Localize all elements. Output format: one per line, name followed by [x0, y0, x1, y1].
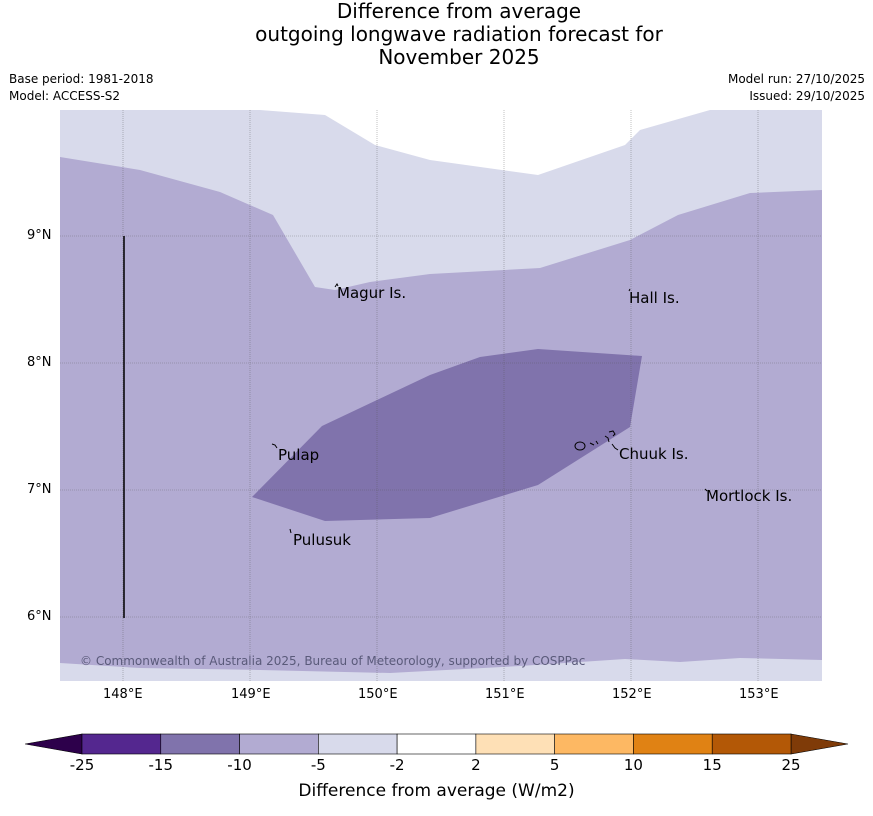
place-pulusuk: Pulusuk — [293, 531, 351, 549]
colorbar-over-arrow — [790, 733, 849, 755]
title-line-2: outgoing longwave radiation forecast for — [255, 22, 663, 46]
colorbar-tick-label: -10 — [227, 756, 252, 774]
hall-island-marker — [628, 288, 631, 292]
map-grid — [60, 110, 822, 681]
magur-island-marker — [334, 283, 339, 288]
copyright-notice: © Commonwealth of Australia 2025, Bureau… — [80, 654, 586, 668]
colorbar-segment — [239, 733, 319, 755]
colorbar-tick-label: -15 — [148, 756, 174, 774]
colorbar-segment — [554, 733, 634, 755]
colorbar-segment — [711, 733, 792, 755]
meta-left: Base period: 1981-2018 Model: ACCESS-S2 — [9, 71, 154, 105]
place-magur: Magur Is. — [337, 284, 407, 302]
lat-tick-6n: 6°N — [27, 609, 52, 624]
region-near-average — [260, 110, 710, 175]
colorbar-segments — [81, 733, 792, 755]
colorbar-segment — [475, 733, 555, 755]
model-name: Model: ACCESS-S2 — [9, 89, 121, 103]
pulusuk-island-marker — [289, 528, 292, 534]
colorbar-segment — [633, 733, 713, 755]
title-line-3: November 2025 — [378, 45, 540, 69]
region-dark-band — [252, 349, 642, 521]
colorbar — [25, 733, 849, 755]
colorbar-tick-label: 10 — [623, 756, 643, 774]
colorbar-tick-label: -5 — [310, 756, 326, 774]
lon-tick-153e: 153°E — [739, 687, 779, 702]
colorbar-tick-label: 5 — [549, 756, 560, 774]
colorbar-tick-label: 2 — [471, 756, 481, 774]
map-plot — [60, 110, 822, 681]
island-markers — [271, 283, 708, 534]
place-chuuk: Chuuk Is. — [619, 445, 689, 463]
issued-date: Issued: 29/10/2025 — [749, 89, 865, 103]
place-mortlock: Mortlock Is. — [706, 487, 793, 505]
lat-tick-9n: 9°N — [27, 228, 52, 243]
lon-tick-148e: 148°E — [103, 687, 143, 702]
colorbar-segment — [81, 733, 162, 755]
colorbar-tick-label: 15 — [702, 756, 722, 774]
colorbar-under-arrow — [25, 733, 83, 755]
colorbar-title: Difference from average (W/m2) — [298, 781, 575, 801]
lat-tick-7n: 7°N — [27, 482, 52, 497]
model-run: Model run: 27/10/2025 — [727, 72, 865, 86]
lon-tick-149e: 149°E — [231, 687, 271, 702]
pulap-island-marker — [271, 443, 278, 449]
colorbar-tick-label: -2 — [389, 756, 405, 774]
meta-right: Model run: 27/10/2025 Issued: 29/10/2025 — [728, 71, 865, 105]
lon-tick-152e: 152°E — [612, 687, 652, 702]
title-line-1: Difference from average — [336, 0, 582, 23]
place-pulap: Pulap — [278, 446, 320, 464]
map-title: Difference from average outgoing longwav… — [0, 0, 873, 69]
colorbar-segment — [160, 733, 240, 755]
colorbar-segment — [396, 733, 477, 755]
place-hall: Hall Is. — [629, 289, 680, 307]
base-period: Base period: 1981-2018 — [9, 72, 154, 86]
lon-tick-150e: 150°E — [358, 687, 398, 702]
lat-tick-8n: 8°N — [27, 355, 52, 370]
mortlock-island-marker — [704, 488, 708, 492]
chuuk-lagoon-outline — [574, 430, 619, 451]
lon-tick-151e: 151°E — [485, 687, 525, 702]
colorbar-tick-label: 25 — [781, 756, 801, 774]
colorbar-tick-label: -25 — [69, 756, 95, 774]
colorbar-segment — [318, 733, 398, 755]
